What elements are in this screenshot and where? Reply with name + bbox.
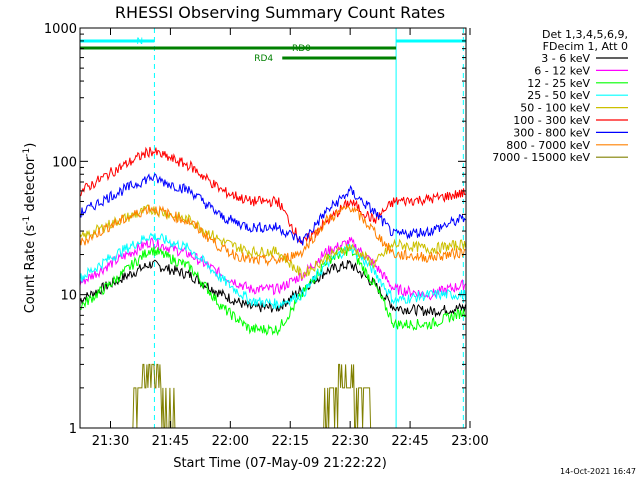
series-line-0 bbox=[79, 259, 466, 318]
legend-label-0: 3 - 6 keV bbox=[541, 52, 590, 65]
chart-title: RHESSI Observing Summary Count Rates bbox=[115, 3, 445, 22]
x-tick-label-4: 22:30 bbox=[331, 434, 368, 449]
y-tick-label-3: 1000 bbox=[44, 22, 77, 37]
legend-header-line-1: Det 1,3,4,5,6,9, bbox=[542, 28, 628, 41]
legend-label-7: 800 - 7000 keV bbox=[506, 139, 590, 152]
x-tick-label-5: 22:45 bbox=[391, 434, 428, 449]
x-tick-label-0: 21:30 bbox=[92, 434, 129, 449]
series-line-5 bbox=[79, 146, 466, 245]
series-line-2 bbox=[79, 244, 466, 337]
y-tick-label-2: 100 bbox=[52, 155, 77, 170]
x-tick-label-3: 22:15 bbox=[272, 434, 309, 449]
legend-label-8: 7000 - 15000 keV bbox=[492, 151, 590, 164]
y-tick-label-0: 1 bbox=[69, 422, 77, 437]
legend-label-3: 25 - 50 keV bbox=[527, 89, 590, 102]
x-tick-label-1: 21:45 bbox=[152, 434, 189, 449]
x-tick-label-6: 23:00 bbox=[451, 434, 488, 449]
x-axis-label: Start Time (07-May-09 21:22:22) bbox=[173, 456, 387, 471]
series-line-8 bbox=[80, 363, 466, 429]
legend-label-2: 12 - 25 keV bbox=[527, 77, 590, 90]
series-line-7 bbox=[79, 204, 466, 267]
x-tick-label-2: 22:00 bbox=[212, 434, 249, 449]
y-axis-label: Count Rate (s-1 detector-1) bbox=[22, 143, 38, 314]
flag-bars: N RD0 RD4 bbox=[80, 37, 466, 64]
legend-label-4: 50 - 100 keV bbox=[520, 102, 590, 115]
series-line-3 bbox=[79, 232, 466, 309]
y-tick-label-1: 10 bbox=[60, 289, 77, 304]
series-layer bbox=[79, 146, 466, 429]
series-line-1 bbox=[79, 236, 466, 301]
series-line-6 bbox=[79, 173, 466, 246]
series-line-4 bbox=[79, 204, 466, 280]
flag-label-rd0: RD0 bbox=[292, 44, 311, 54]
legend-label-5: 100 - 300 keV bbox=[513, 114, 590, 127]
plot-frame bbox=[79, 27, 467, 429]
legend-label-1: 6 - 12 keV bbox=[534, 64, 590, 77]
timestamp: 14-Oct-2021 16:47 bbox=[560, 467, 636, 476]
legend-header-line-2: FDecim 1, Att 0 bbox=[543, 40, 628, 53]
legend-label-6: 300 - 800 keV bbox=[513, 126, 590, 139]
flag-label-n: N bbox=[136, 37, 143, 47]
flag-label-rd4: RD4 bbox=[254, 54, 273, 64]
axis-ticks: 21:30 21:45 22:00 22:15 22:30 22:45 23:00 1 10 10… bbox=[44, 22, 489, 449]
